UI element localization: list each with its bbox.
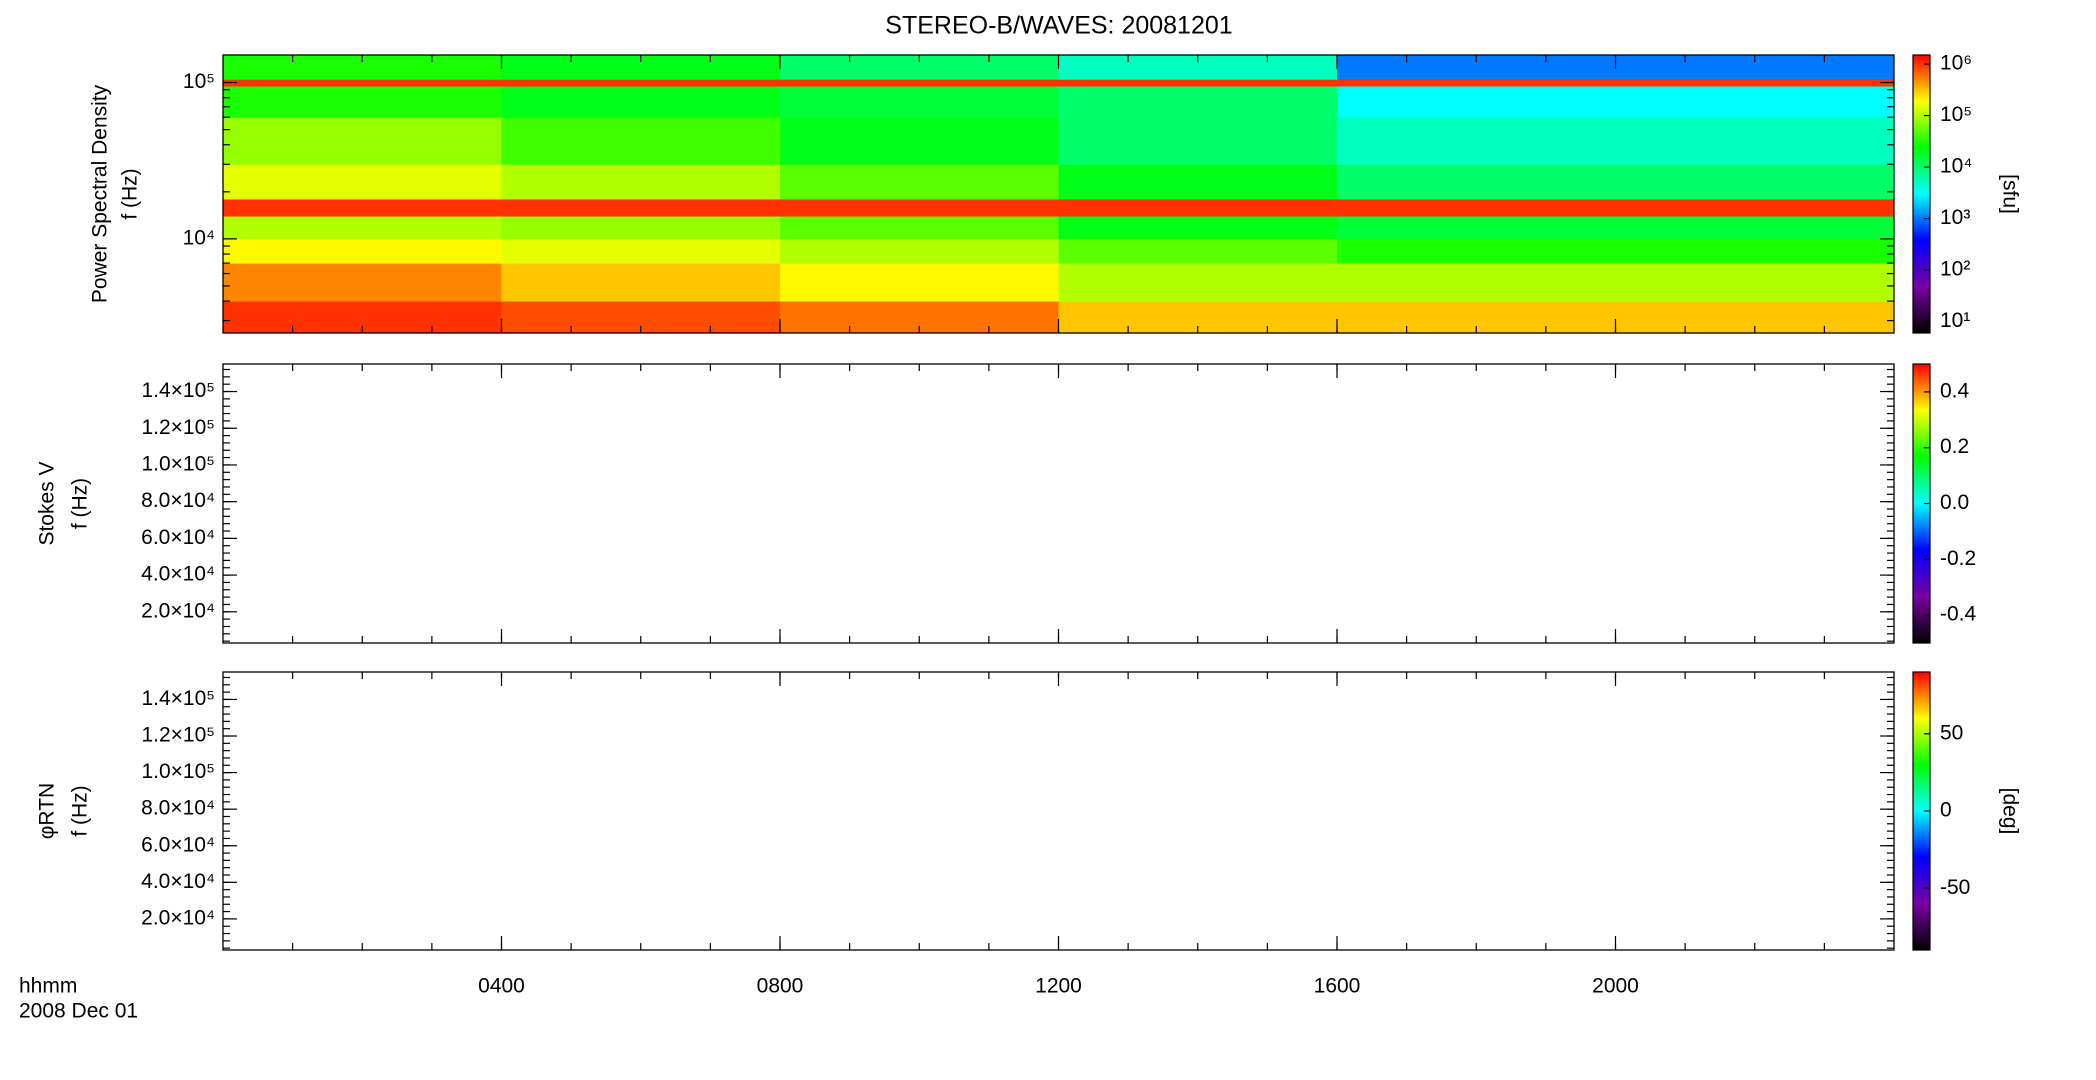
y-tick-label: 1.4×10⁵ <box>141 687 215 710</box>
heatmap-cell <box>501 198 781 217</box>
y-tick-label: 10⁴ <box>183 226 215 249</box>
chart-title: STEREO-B/WAVES: 20081201 <box>885 12 1232 40</box>
y-tick-label: 8.0×10⁴ <box>141 489 215 512</box>
heatmap-cell <box>501 216 781 240</box>
heatmap-cell <box>1058 117 1338 165</box>
heatmap-cell <box>1337 79 1616 87</box>
heatmap-cell <box>1615 86 1894 118</box>
heatmap-cell <box>223 117 502 165</box>
heatmap-cell <box>1337 86 1616 118</box>
x-tick-label: 1200 <box>1035 975 1082 998</box>
heatmap-cell <box>223 238 502 264</box>
y-tick-label: 1.0×10⁵ <box>141 760 215 783</box>
y-axis-label: Power Spectral Density <box>89 84 112 303</box>
heatmap-cell <box>1337 117 1616 165</box>
heatmap-cell <box>1337 198 1616 217</box>
x-axis-label: 2008 Dec 01 <box>19 1000 138 1023</box>
heatmap-cell <box>223 86 502 118</box>
y-tick-label: 6.0×10⁴ <box>141 833 215 856</box>
y-tick-label: 2.0×10⁴ <box>141 906 215 929</box>
heatmap-cell <box>1058 79 1338 87</box>
heatmap-cell <box>780 198 1059 217</box>
y-tick-label: 2.0×10⁴ <box>141 599 215 622</box>
heatmap-cell <box>501 164 781 200</box>
heatmap-cell <box>1337 263 1616 302</box>
colorbar-tick-label: -50 <box>1940 876 1970 899</box>
heatmap-cell <box>1615 79 1894 87</box>
colorbar-tick-label: 0 <box>1940 799 1952 822</box>
heatmap-cell <box>780 86 1059 118</box>
heatmap-cell <box>223 164 502 200</box>
heatmap-cell <box>1337 216 1616 240</box>
heatmap-cell <box>780 164 1059 200</box>
heatmap <box>223 55 1894 333</box>
heatmap-cell <box>501 86 781 118</box>
heatmap-cell <box>1337 164 1616 200</box>
y-tick-label: 1.0×10⁵ <box>141 453 215 476</box>
heatmap-cell <box>780 238 1059 264</box>
y-axis-label: f (Hz) <box>69 478 92 529</box>
heatmap-cell <box>1337 238 1616 264</box>
heatmap-cell <box>780 117 1059 165</box>
y-axis-label: f (Hz) <box>69 785 92 836</box>
y-axis-label: φRTN <box>36 783 59 839</box>
heatmap-cell <box>1058 198 1338 217</box>
colorbar-label: [deg] <box>1998 788 2021 835</box>
x-tick-label: 2000 <box>1592 975 1639 998</box>
y-tick-label: 8.0×10⁴ <box>141 797 215 820</box>
y-tick-label: 10⁵ <box>183 70 215 93</box>
heatmap-cell <box>1058 216 1338 240</box>
heatmap-cell <box>780 263 1059 302</box>
heatmap-cell <box>223 263 502 302</box>
heatmap-cell <box>501 238 781 264</box>
colorbar-tick-label: -0.2 <box>1940 547 1976 570</box>
x-tick-label: 0400 <box>478 975 525 998</box>
x-tick-label: 1600 <box>1314 975 1361 998</box>
heatmap-cell <box>223 216 502 240</box>
heatmap-cell <box>1615 263 1894 302</box>
heatmap-cell <box>780 216 1059 240</box>
y-tick-label: 1.4×10⁵ <box>141 379 215 402</box>
heatmap-cell <box>1058 86 1338 118</box>
colorbar-tick-label: 50 <box>1940 721 1963 744</box>
colorbar-label: [sfu] <box>1998 174 2021 214</box>
plot-frame <box>222 671 1895 951</box>
colorbar-tick-label: 10² <box>1940 258 1970 281</box>
y-axis-label: f (Hz) <box>119 168 142 219</box>
colorbar-tick-label: 10⁴ <box>1940 155 1972 178</box>
colorbar-tick-label: 0.2 <box>1940 435 1969 458</box>
heatmap-cell <box>501 79 781 87</box>
heatmap-cell <box>501 263 781 302</box>
x-tick-label: 0800 <box>757 975 804 998</box>
heatmap-cell <box>1615 117 1894 165</box>
plot-frame <box>222 363 1895 644</box>
colorbar-tick-label: -0.4 <box>1940 603 1977 626</box>
colorbar <box>1912 54 1931 334</box>
y-axis-label: Stokes V <box>36 461 59 545</box>
x-axis-label: hhmm <box>19 975 77 998</box>
heatmap-cell <box>1615 164 1894 200</box>
colorbar-tick-label: 10⁶ <box>1940 52 1972 75</box>
y-tick-label: 6.0×10⁴ <box>141 526 215 549</box>
y-tick-label: 1.2×10⁵ <box>141 416 215 439</box>
heatmap-cell <box>1615 198 1894 217</box>
heatmap-cell <box>1615 216 1894 240</box>
colorbar-tick-label: 0.0 <box>1940 491 1969 514</box>
heatmap-cell <box>1058 263 1338 302</box>
colorbar-tick-label: 10¹ <box>1940 309 1970 332</box>
heatmap-cell <box>780 79 1059 87</box>
heatmap-cell <box>1058 238 1338 264</box>
y-tick-label: 1.2×10⁵ <box>141 724 215 747</box>
colorbar-tick-label: 10⁵ <box>1940 103 1972 126</box>
colorbar-tick-label: 10³ <box>1940 206 1970 229</box>
y-tick-label: 4.0×10⁴ <box>141 870 215 893</box>
heatmap-cell <box>1615 238 1894 264</box>
heatmap-cell <box>223 79 502 87</box>
y-tick-label: 4.0×10⁴ <box>141 563 215 586</box>
colorbar-tick-label: 0.4 <box>1940 379 1970 402</box>
heatmap-cell <box>223 198 502 217</box>
heatmap-cell <box>1058 164 1338 200</box>
heatmap-cell <box>501 117 781 165</box>
